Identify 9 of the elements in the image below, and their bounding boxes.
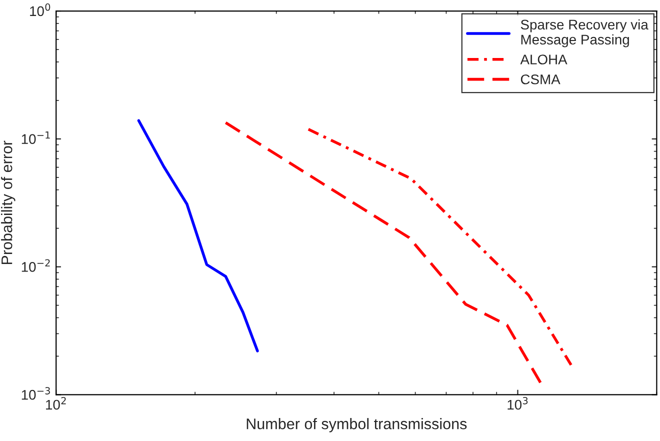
y-tick-label: 10$^{0}$ (30, 3, 50, 16)
y-axis-title: Probability of error (1, 140, 16, 264)
y-tick-label: 10$^{−2}$ (22, 259, 50, 272)
legend-label: CSMA (520, 74, 560, 84)
x-tick-label: 10$^{3}$ (508, 396, 528, 410)
legend-label: ALOHA (520, 54, 568, 64)
x-axis-title: Number of symbol transmissions (246, 418, 467, 432)
legend-label: Sparse Recovery via Message Passing (520, 19, 648, 48)
y-tick-label: 10$^{−1}$ (22, 131, 50, 144)
